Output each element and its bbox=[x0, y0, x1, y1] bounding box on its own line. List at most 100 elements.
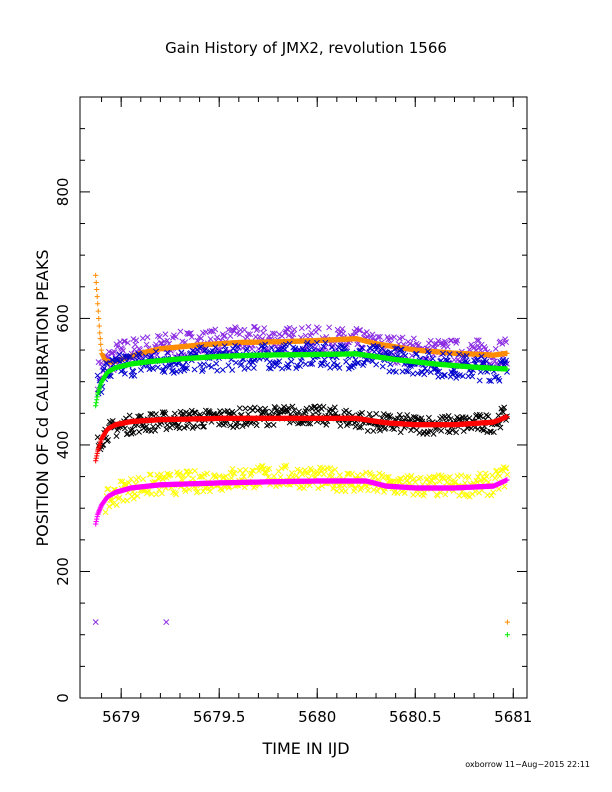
data-point bbox=[413, 350, 420, 357]
data-point bbox=[182, 365, 189, 372]
data-point bbox=[213, 360, 220, 367]
plot-frame bbox=[79, 96, 528, 699]
data-point bbox=[94, 450, 100, 456]
data-point bbox=[499, 340, 506, 347]
data-point bbox=[442, 491, 449, 498]
data-point bbox=[313, 339, 320, 346]
data-point bbox=[114, 343, 121, 350]
data-point bbox=[320, 403, 327, 410]
data-point bbox=[227, 333, 234, 339]
data-point bbox=[200, 366, 206, 373]
data-point bbox=[477, 369, 484, 375]
data-point bbox=[363, 329, 370, 336]
data-point bbox=[188, 334, 195, 341]
data-point bbox=[274, 362, 281, 369]
data-point bbox=[410, 335, 417, 342]
data-point bbox=[212, 344, 219, 351]
data-point bbox=[126, 412, 133, 419]
data-point bbox=[93, 403, 99, 409]
data-point bbox=[142, 427, 149, 434]
data-point bbox=[409, 370, 416, 377]
data-point bbox=[473, 337, 480, 344]
data-point bbox=[285, 364, 292, 371]
data-point bbox=[342, 344, 349, 351]
data-point bbox=[429, 355, 436, 362]
data-point bbox=[189, 425, 196, 431]
data-point bbox=[458, 472, 465, 479]
data-point bbox=[95, 301, 101, 307]
data-point bbox=[194, 423, 201, 430]
data-point bbox=[236, 331, 243, 338]
data-point bbox=[253, 422, 260, 429]
data-point bbox=[135, 474, 142, 481]
data-point bbox=[403, 368, 410, 375]
data-point bbox=[124, 339, 131, 346]
data-point bbox=[504, 471, 511, 478]
data-point bbox=[308, 329, 315, 336]
data-point bbox=[268, 345, 275, 351]
data-point bbox=[221, 343, 228, 350]
data-point bbox=[288, 358, 295, 365]
data-point bbox=[496, 377, 503, 384]
data-point bbox=[143, 341, 150, 348]
data-point bbox=[201, 361, 207, 368]
data-point bbox=[234, 343, 241, 350]
x-tick-label: 5680.5 bbox=[389, 708, 442, 726]
data-point bbox=[377, 333, 383, 340]
chart-title: Gain History of JMX2, revolution 1566 bbox=[165, 39, 447, 57]
data-point bbox=[319, 360, 326, 367]
data-point bbox=[261, 325, 268, 332]
data-point bbox=[119, 346, 126, 353]
data-point bbox=[177, 368, 184, 375]
y-tick-label: 0 bbox=[54, 693, 72, 703]
data-point bbox=[164, 349, 171, 356]
data-point bbox=[93, 455, 99, 461]
data-point bbox=[503, 339, 510, 346]
data-point bbox=[208, 363, 215, 370]
data-point bbox=[104, 360, 111, 367]
data-point bbox=[270, 422, 277, 428]
data-point bbox=[94, 286, 100, 293]
data-point bbox=[322, 339, 329, 346]
data-point bbox=[150, 365, 157, 372]
data-point bbox=[364, 427, 371, 434]
data-point bbox=[491, 374, 498, 381]
data-point bbox=[444, 343, 451, 350]
data-point bbox=[456, 351, 462, 358]
data-point bbox=[225, 362, 232, 369]
data-point bbox=[229, 367, 236, 373]
data-point bbox=[136, 428, 143, 435]
data-point bbox=[109, 349, 116, 356]
data-point bbox=[276, 358, 283, 365]
data-point bbox=[486, 377, 493, 384]
data-point bbox=[121, 370, 128, 377]
data-point bbox=[276, 331, 283, 338]
data-point bbox=[191, 467, 198, 474]
data-point bbox=[250, 365, 257, 371]
data-point bbox=[102, 509, 109, 516]
x-tick-label: 5681 bbox=[494, 708, 532, 726]
data-point bbox=[302, 332, 309, 339]
data-point bbox=[336, 365, 343, 371]
data-point bbox=[264, 422, 270, 429]
data-point bbox=[447, 337, 454, 344]
data-point bbox=[164, 337, 171, 344]
data-point bbox=[242, 405, 249, 412]
data-point bbox=[266, 359, 273, 365]
data-point bbox=[191, 366, 198, 373]
data-point bbox=[352, 423, 359, 430]
data-point bbox=[409, 352, 415, 359]
data-point bbox=[207, 336, 214, 342]
data-point bbox=[121, 338, 128, 345]
data-point bbox=[178, 349, 185, 356]
data-point bbox=[405, 368, 412, 375]
data-point bbox=[93, 272, 99, 279]
data-point bbox=[198, 335, 205, 342]
data-point bbox=[369, 473, 376, 480]
data-point bbox=[144, 334, 151, 341]
data-point bbox=[228, 475, 235, 482]
data-point bbox=[359, 344, 366, 351]
data-point bbox=[334, 362, 341, 369]
data-point bbox=[247, 331, 254, 338]
data-point bbox=[227, 422, 234, 429]
